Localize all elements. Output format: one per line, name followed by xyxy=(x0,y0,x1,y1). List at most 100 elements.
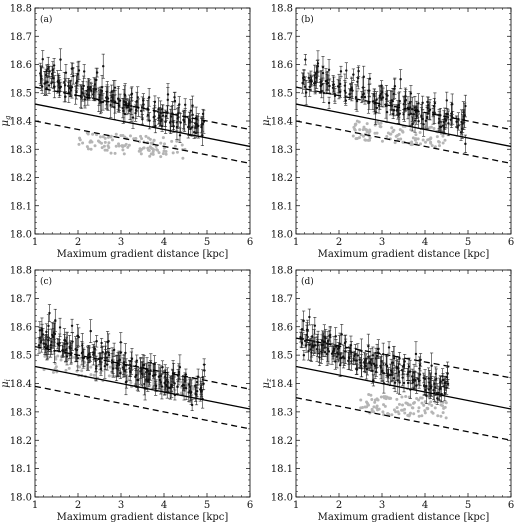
y-tick-label: 18.1 xyxy=(271,464,293,475)
data-point xyxy=(332,83,336,86)
data-point xyxy=(418,373,422,376)
grey-point xyxy=(394,410,398,414)
plot-area xyxy=(296,50,511,165)
grey-point xyxy=(398,128,402,132)
data-point xyxy=(95,364,98,368)
grey-point xyxy=(164,152,168,156)
grey-point xyxy=(92,373,96,377)
x-tick-label: 2 xyxy=(75,500,81,511)
data-point xyxy=(83,70,86,73)
y-axis-label-subscript: i xyxy=(4,379,12,381)
grey-point xyxy=(420,396,424,400)
grey-point xyxy=(108,365,112,369)
y-tick-label: 18.6 xyxy=(271,322,293,333)
grey-point xyxy=(375,131,379,135)
data-point xyxy=(339,70,343,73)
grey-point xyxy=(109,151,113,155)
y-tick-label: 18.3 xyxy=(271,407,293,418)
data-point xyxy=(82,84,85,88)
grey-point xyxy=(418,142,422,146)
data-point xyxy=(130,92,134,95)
grey-point xyxy=(372,405,376,409)
data-point xyxy=(413,379,417,382)
grey-point xyxy=(406,402,410,406)
data-point xyxy=(65,355,69,358)
data-point xyxy=(190,126,194,129)
upper-bound-line xyxy=(35,86,250,131)
grey-point xyxy=(396,137,400,141)
grey-point xyxy=(67,366,71,370)
data-point xyxy=(312,340,316,343)
grey-point xyxy=(159,141,163,145)
data-point xyxy=(170,115,173,118)
data-point xyxy=(352,73,355,76)
y-tick-label: 18.3 xyxy=(10,145,32,156)
grey-point xyxy=(355,119,359,123)
grey-point xyxy=(47,355,51,359)
data-point xyxy=(310,80,313,83)
data-point xyxy=(385,364,389,368)
data-point xyxy=(81,350,84,354)
data-point xyxy=(103,364,107,368)
data-point xyxy=(462,111,465,114)
data-point xyxy=(107,340,110,343)
grey-point xyxy=(417,398,421,402)
data-point xyxy=(439,114,442,117)
grey-point xyxy=(441,411,445,415)
grey-point xyxy=(107,374,111,378)
grey-point xyxy=(410,140,414,144)
chart-panel-b: 1 2 3 4 5 6 18.0 18.1 18.2 18.3 18.4 18.5 18.6 18.7 18… xyxy=(261,4,514,261)
grey-point xyxy=(163,142,167,146)
grey-point xyxy=(427,402,431,406)
grey-point xyxy=(400,395,404,399)
data-point xyxy=(100,86,104,89)
y-axis-label: μr xyxy=(261,115,273,126)
grey-point xyxy=(109,135,113,139)
data-point xyxy=(345,69,348,72)
grey-point xyxy=(414,133,418,137)
data-point xyxy=(166,93,170,96)
data-point xyxy=(71,340,74,343)
x-tick-label: 1 xyxy=(32,500,38,511)
data-point xyxy=(381,96,385,99)
data-point xyxy=(173,96,176,99)
x-tick-label: 1 xyxy=(32,237,38,248)
data-point xyxy=(360,364,363,368)
data-point xyxy=(399,78,402,81)
grey-point xyxy=(410,142,414,146)
grey-point xyxy=(388,396,392,400)
data-point xyxy=(196,375,200,378)
y-axis-label: μz xyxy=(261,378,273,389)
grey-point xyxy=(413,400,417,404)
data-point xyxy=(434,372,438,376)
data-point xyxy=(75,90,78,94)
grey-point xyxy=(127,143,131,147)
data-point xyxy=(58,326,62,329)
data-point xyxy=(444,119,448,122)
data-point xyxy=(159,381,163,384)
data-point xyxy=(118,99,122,102)
grey-point xyxy=(140,137,144,141)
grey-point xyxy=(139,134,143,138)
y-axis-label-base: μ xyxy=(261,382,272,389)
data-point xyxy=(189,127,192,130)
y-tick-label: 18.5 xyxy=(10,351,32,362)
data-point xyxy=(154,384,158,387)
grey-point xyxy=(383,404,387,408)
data-point xyxy=(402,381,406,385)
grey-point xyxy=(435,135,439,139)
data-point xyxy=(327,350,331,353)
data-point xyxy=(338,363,342,367)
data-point xyxy=(392,377,396,380)
data-point xyxy=(439,380,442,383)
data-point xyxy=(398,112,401,115)
data-point xyxy=(313,324,317,327)
data-point xyxy=(70,351,73,355)
grey-point xyxy=(442,406,446,410)
grey-point xyxy=(89,365,93,369)
data-point xyxy=(372,379,375,382)
data-point xyxy=(421,101,424,105)
data-point xyxy=(382,371,386,375)
data-point xyxy=(310,351,313,354)
grey-point xyxy=(390,413,394,417)
